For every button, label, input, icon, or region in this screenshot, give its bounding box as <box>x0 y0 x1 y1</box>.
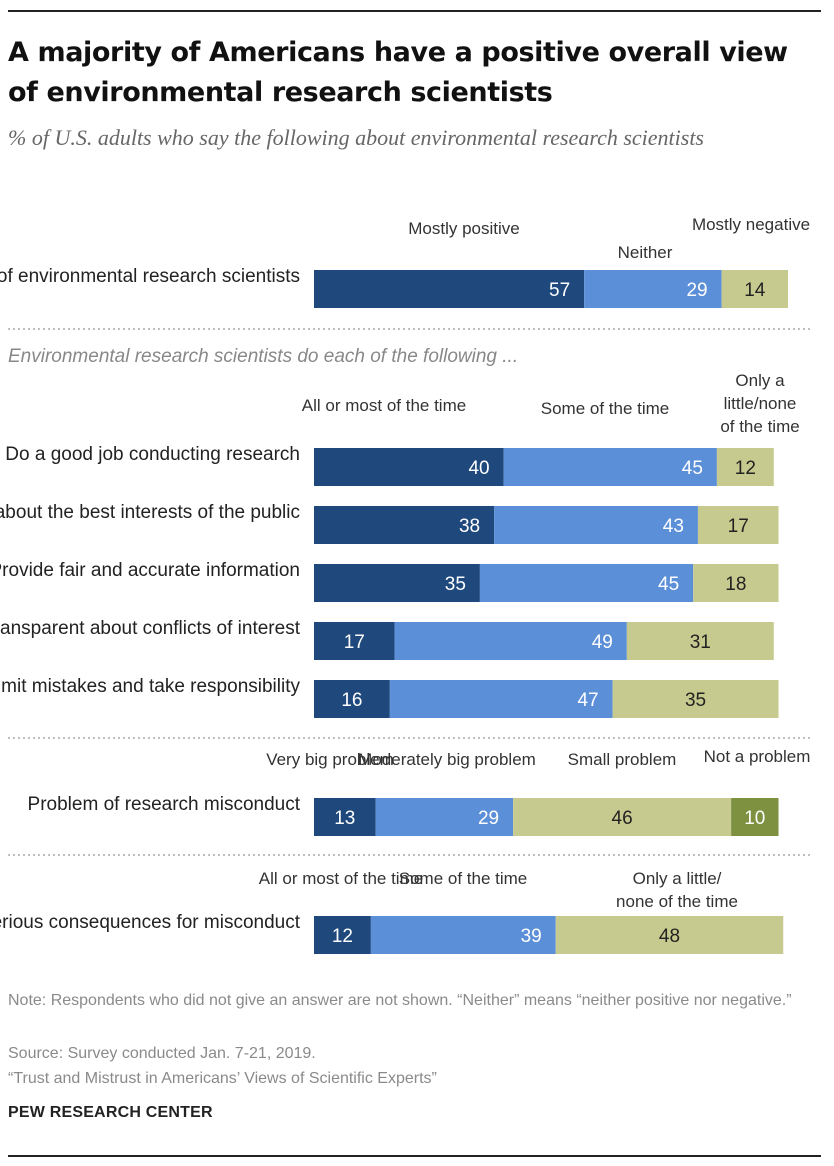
legend-label: little/none <box>724 394 797 413</box>
legend-label: of the time <box>720 417 799 436</box>
bar-segment <box>314 506 495 544</box>
legend-label: Mostly positive <box>408 219 519 238</box>
data-label: 18 <box>725 574 746 595</box>
legend-label: Small problem <box>568 750 677 769</box>
category-label: Provide fair and accurate information <box>0 560 300 581</box>
legend-label: Some of the time <box>399 869 528 888</box>
legend-label: Neither <box>618 243 673 262</box>
bar-segment <box>494 506 698 544</box>
legend-label: Moderately big problem <box>358 750 536 769</box>
bar-segment <box>314 798 376 836</box>
section-label: Environmental research scientists do eac… <box>8 346 518 367</box>
bar-segment <box>314 916 371 954</box>
legend-label: Only a little/ <box>633 869 722 888</box>
stacked-bar-chart: Mostly positive Neither Mostly negative Ove… <box>0 215 812 954</box>
category-label: Overall view of environmental research s… <box>0 266 300 287</box>
bar-segment <box>314 270 585 308</box>
bar-segment <box>479 564 694 602</box>
legend-label: All or most of the time <box>259 869 423 888</box>
legend-label: Very big problem <box>266 750 394 769</box>
bar-segment <box>513 798 732 836</box>
category-label: Face serious consequences for misconduct <box>0 912 301 933</box>
data-label: 49 <box>592 632 613 653</box>
category-label: Are transparent about conflicts of inter… <box>0 618 301 639</box>
bar-segment <box>314 680 390 718</box>
bar-segment <box>721 270 788 308</box>
data-label: 39 <box>521 926 542 947</box>
report-title: “Trust and Mistrust in Americans’ Views … <box>8 1070 437 1087</box>
data-label: 45 <box>682 458 703 479</box>
bar-segment <box>370 916 556 954</box>
bar-segment <box>389 680 613 718</box>
data-label: 46 <box>612 808 633 829</box>
bar-segment <box>584 270 722 308</box>
data-label: 12 <box>735 458 756 479</box>
legend-label: All or most of the time <box>302 396 466 415</box>
bottom-rule <box>8 1155 821 1157</box>
bar-segment <box>314 448 504 486</box>
bar-segment <box>314 564 480 602</box>
bar-segment <box>693 564 779 602</box>
data-label: 10 <box>744 808 765 829</box>
chart-title: A majority of Americans have a positive … <box>8 37 788 108</box>
bar-segment <box>697 506 779 544</box>
brand-logo-text: PEW RESEARCH CENTER <box>8 1104 213 1121</box>
legend-label: Mostly negative <box>692 215 810 234</box>
legend-label: Not a problem <box>704 747 811 766</box>
legend-label: none of the time <box>616 892 738 911</box>
data-label: 16 <box>341 690 362 711</box>
data-label: 13 <box>334 808 355 829</box>
data-label: 35 <box>445 574 466 595</box>
data-label: 12 <box>332 926 353 947</box>
legend-label: Some of the time <box>541 399 670 418</box>
data-label: 57 <box>549 280 570 301</box>
data-label: 14 <box>744 280 766 301</box>
chart-subtitle: % of U.S. adults who say the following a… <box>8 125 704 150</box>
source-text: Source: Survey conducted Jan. 7-21, 2019… <box>8 1045 316 1062</box>
bar-segment <box>314 622 395 660</box>
data-label: 29 <box>478 808 499 829</box>
data-label: 35 <box>685 690 706 711</box>
note-text: Note: Respondents who did not give an an… <box>8 992 792 1009</box>
data-label: 48 <box>659 926 680 947</box>
category-label: Admit mistakes and take responsibility <box>0 676 300 697</box>
bar-segment <box>394 622 627 660</box>
bar-segment <box>555 916 784 954</box>
data-label: 43 <box>663 516 684 537</box>
bar-segment <box>503 448 717 486</box>
data-label: 17 <box>728 516 749 537</box>
data-label: 47 <box>577 690 598 711</box>
data-label: 29 <box>686 280 707 301</box>
bar-segment <box>626 622 774 660</box>
bar-segment <box>375 798 514 836</box>
top-rule <box>8 10 821 12</box>
bar-segment <box>731 798 779 836</box>
legend-label: Only a <box>735 371 785 390</box>
data-label: 17 <box>344 632 365 653</box>
category-label: Do a good job conducting research <box>5 444 300 465</box>
category-label: Care about the best interests of the pub… <box>0 502 300 523</box>
data-label: 45 <box>658 574 679 595</box>
data-label: 40 <box>468 458 489 479</box>
data-label: 31 <box>690 632 711 653</box>
bar-segment <box>716 448 774 486</box>
category-label: Problem of research misconduct <box>28 794 301 815</box>
bar-segment <box>612 680 779 718</box>
data-label: 38 <box>459 516 480 537</box>
